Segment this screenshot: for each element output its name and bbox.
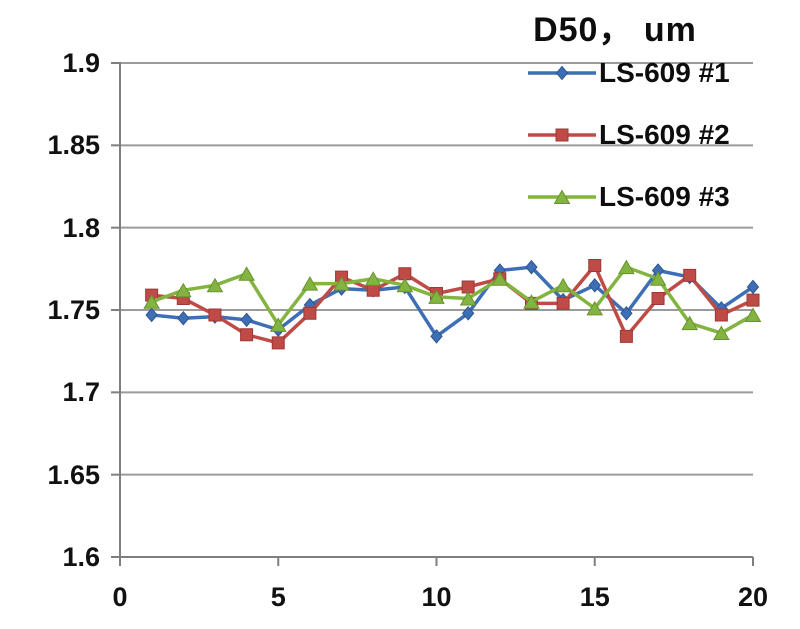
triangle-marker [364, 271, 382, 286]
diamond-marker [461, 306, 475, 321]
legend: LS-609 #1 LS-609 #2 LS-609 #3 [527, 50, 730, 220]
diamond-marker [145, 307, 158, 323]
y-tick-label: 1.9 [62, 48, 100, 78]
legend-item-label: LS-609 #3 [599, 181, 730, 212]
square-marker [366, 283, 380, 297]
square-marker [271, 336, 285, 350]
legend-item-label: LS-609 #1 [599, 57, 730, 88]
square-marker [303, 306, 317, 320]
square-marker [651, 291, 665, 305]
triangle-marker [523, 294, 540, 309]
diamond-marker [240, 312, 253, 328]
triangle-marker [618, 259, 635, 275]
y-tick-label: 1.75 [47, 295, 100, 325]
triangle-marker [554, 277, 572, 293]
square-marker [746, 293, 760, 307]
y-tick-label: 1.8 [62, 212, 100, 243]
square-marker [714, 308, 728, 322]
triangle-marker [396, 277, 414, 293]
diamond-marker [430, 329, 443, 344]
diamond-legend-icon [528, 65, 596, 81]
triangle-marker [713, 325, 730, 341]
x-tick-label: 0 [112, 582, 128, 612]
triangle-marker [206, 277, 224, 293]
triangle-marker [301, 276, 319, 291]
triangle-marker [491, 271, 509, 286]
square-marker [240, 328, 254, 342]
legend-item: LS-609 #1 [527, 50, 730, 96]
triangle-marker [459, 290, 477, 306]
legend-item: LS-609 #2 [527, 112, 730, 158]
triangle-legend-icon [528, 189, 596, 204]
triangle-marker [649, 271, 667, 286]
triangle-marker [744, 307, 762, 322]
square-marker [619, 329, 633, 343]
y-tick-label: 1.7 [62, 377, 100, 408]
triangle-marker [174, 282, 192, 298]
triangle-marker [269, 317, 287, 332]
legend-item-label: LS-609 #2 [599, 119, 730, 150]
y-tick-label: 1.6 [62, 542, 100, 572]
diamond-marker [620, 306, 633, 321]
square-legend-icon [528, 128, 596, 142]
diamond-marker [746, 279, 760, 295]
square-marker [588, 259, 602, 273]
triangle-marker [586, 300, 604, 316]
triangle-marker [143, 294, 160, 309]
x-tick-label: 15 [579, 582, 610, 612]
square-marker [398, 267, 412, 281]
triangle-marker [428, 289, 445, 304]
diamond-marker [525, 259, 538, 275]
x-tick-label: 10 [421, 582, 452, 612]
chart-title: D50， um [533, 11, 697, 49]
diamond-marker [177, 310, 190, 326]
triangle-marker [333, 276, 350, 291]
triangle-marker [681, 315, 699, 331]
diamond-marker [588, 278, 601, 293]
x-tick-label: 20 [737, 582, 769, 612]
legend-item: LS-609 #3 [527, 174, 730, 220]
square-marker [556, 296, 570, 310]
x-tick-label: 5 [270, 582, 286, 612]
triangle-marker [238, 266, 255, 281]
square-marker [683, 268, 697, 282]
y-tick-label: 1.85 [47, 130, 100, 161]
series-line-3 [149, 265, 755, 335]
y-tick-label: 1.65 [47, 459, 100, 490]
square-marker [208, 308, 222, 322]
